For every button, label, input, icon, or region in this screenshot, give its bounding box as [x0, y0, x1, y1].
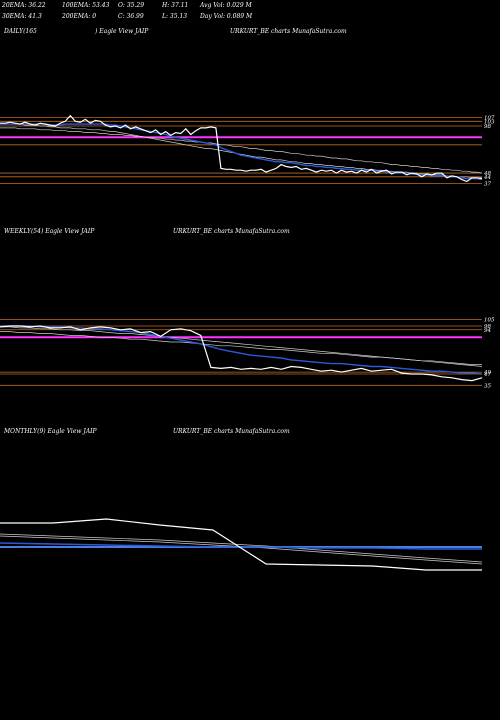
weekly-tick-5: 35 — [484, 383, 491, 389]
monthly-title-left: MONTHLY(9) Eagle View JAIP — [3, 428, 98, 435]
daily-tick-5: 37 — [484, 181, 491, 187]
weekly-tick-2: 94 — [484, 328, 491, 334]
weekly-chart: WEEKLY(54) Eagle View JAIP URKURT_BE char… — [0, 228, 495, 389]
monthly-price-line — [0, 518, 482, 571]
weekly-tick-3: 49 — [483, 370, 491, 376]
daily-title-mid: ) Eagle View JAIP — [94, 28, 149, 35]
avg-vol-label: Avg Vol: 0.029 M — [200, 2, 252, 9]
weekly-ema30-line — [0, 326, 483, 367]
weekly-title-right: URKURT_BE charts MunafaSutra.com — [173, 228, 290, 235]
daily-tick-4: 44 — [483, 175, 491, 181]
high-label: H: 37.11 — [162, 2, 189, 9]
daily-tick-0: 107 — [484, 116, 495, 122]
daily-price-line — [0, 114, 483, 183]
weekly-tick-4: 47 — [483, 372, 491, 378]
monthly-ema30-line — [0, 533, 483, 563]
monthly-ema100-line — [0, 535, 483, 565]
daily-ema100-line — [0, 127, 483, 174]
daily-ema20-line — [0, 123, 483, 181]
monthly-chart: MONTHLY(9) Eagle View JAIP URKURT_BE char… — [0, 428, 483, 571]
low-label: L: 35.13 — [162, 13, 188, 20]
ema200-label: 200EMA: 0 — [62, 13, 97, 20]
daily-chart: DAILY(165 ) Eagle View JAIP URKURT_BE char… — [0, 28, 495, 187]
weekly-tick-0: 105 — [484, 317, 495, 323]
ema20-label: 20EMA: 36.22 — [2, 2, 46, 9]
ema100-label: 100EMA: 53.43 — [62, 2, 110, 9]
daily-title-right: URKURT_BE charts MunafaSutra.com — [230, 28, 347, 35]
ema30-label: 30EMA: 41.3 — [2, 13, 42, 20]
weekly-title-left: WEEKLY(54) Eagle View JAIP — [4, 228, 95, 235]
weekly-tick-1: 98 — [484, 324, 491, 330]
daily-tick-1: 103 — [484, 119, 495, 125]
day-vol-label: Day Vol: 0.089 M — [200, 13, 253, 20]
open-label: O: 35.29 — [118, 2, 145, 9]
weekly-price-line — [0, 325, 483, 382]
weekly-ema20-line — [0, 325, 483, 375]
monthly-title-right: URKURT_BE charts MunafaSutra.com — [173, 428, 290, 435]
daily-title-left: DAILY(165 — [3, 28, 37, 35]
daily-tick-3: 48 — [483, 171, 491, 177]
close-label: C: 36.99 — [118, 13, 144, 20]
daily-tick-2: 98 — [484, 124, 491, 130]
